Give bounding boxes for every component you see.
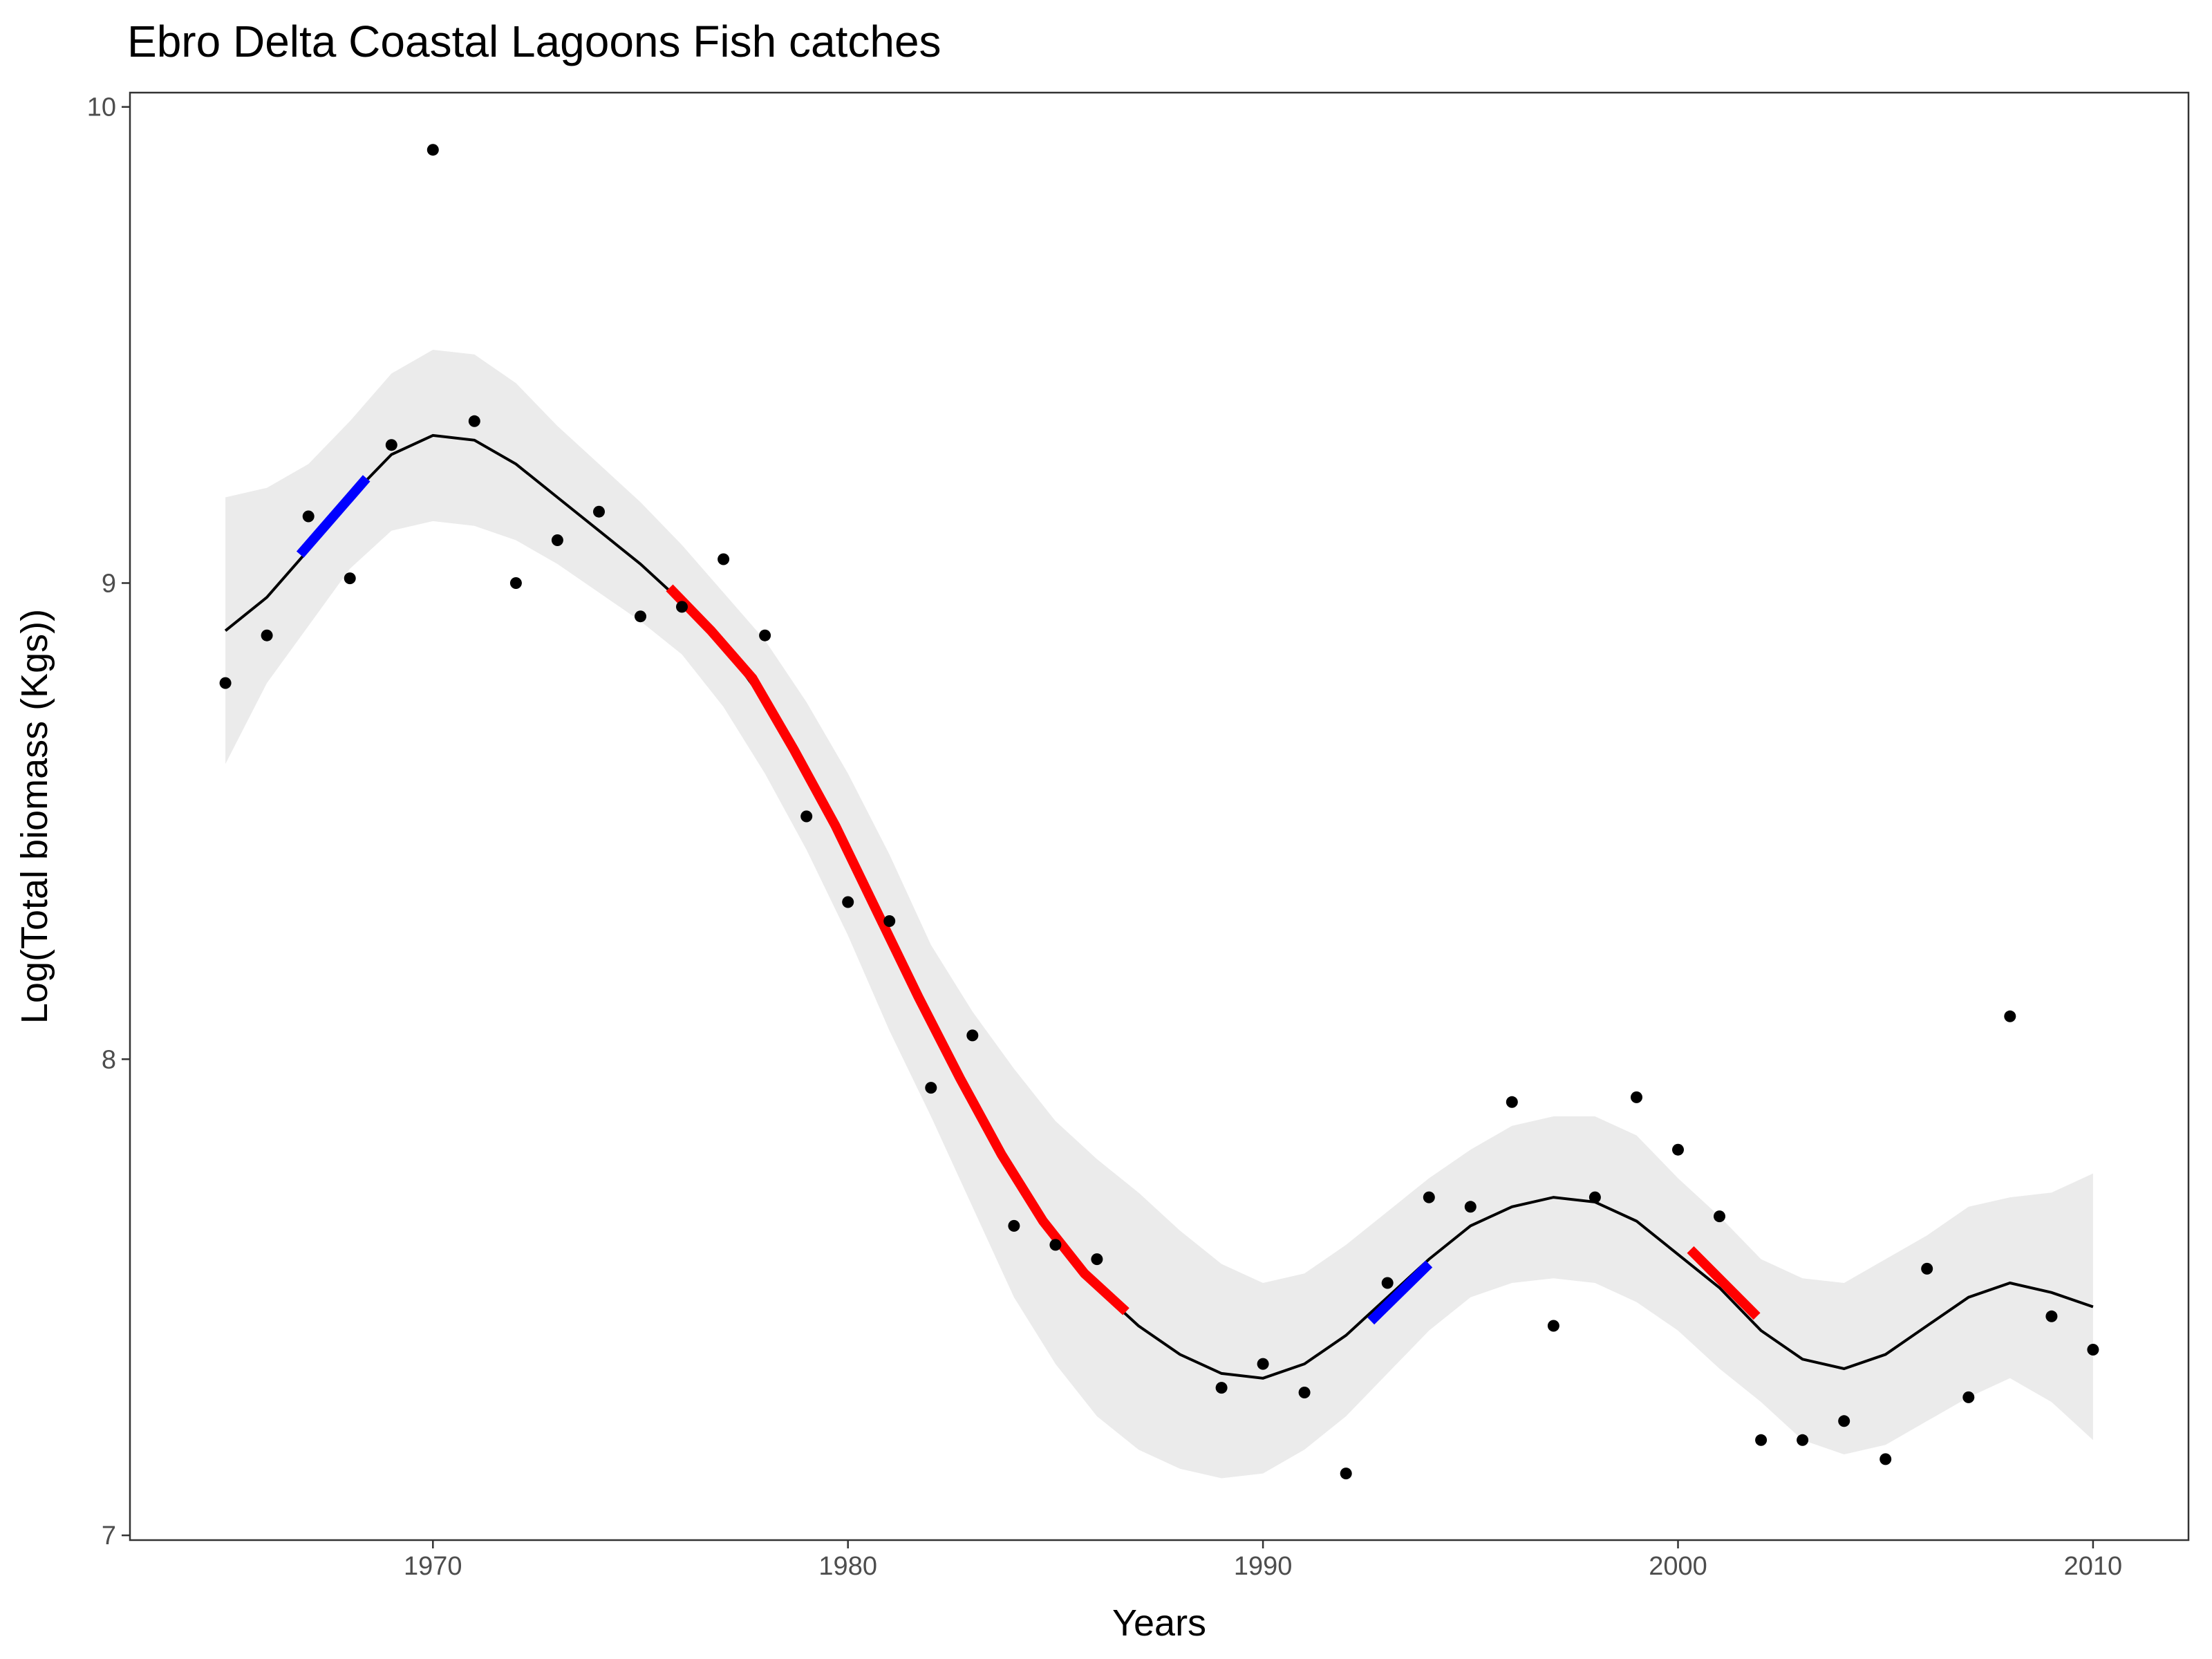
data-point bbox=[883, 915, 896, 927]
x-tick-label: 1970 bbox=[404, 1552, 462, 1581]
data-point bbox=[1588, 1191, 1601, 1203]
data-point bbox=[1921, 1262, 1933, 1275]
data-point bbox=[1298, 1387, 1311, 1398]
data-point bbox=[2045, 1310, 2058, 1322]
data-point bbox=[842, 896, 854, 908]
data-point bbox=[468, 415, 480, 427]
increase-segment bbox=[296, 475, 371, 558]
data-points bbox=[219, 144, 2099, 1480]
plot-panel bbox=[129, 91, 2190, 1541]
data-point bbox=[1547, 1320, 1559, 1332]
data-point bbox=[261, 629, 273, 641]
data-point bbox=[1091, 1253, 1103, 1266]
data-point bbox=[427, 144, 439, 156]
data-point bbox=[1962, 1391, 1975, 1403]
data-point bbox=[1049, 1239, 1062, 1251]
x-axis-title: Years bbox=[1112, 1602, 1206, 1644]
data-point bbox=[1714, 1210, 1725, 1223]
y-axis-title: Log(Total biomass (Kgs)) bbox=[14, 609, 55, 1024]
data-point bbox=[509, 577, 522, 589]
data-point bbox=[344, 572, 356, 585]
data-point bbox=[1464, 1201, 1477, 1213]
data-point bbox=[1506, 1096, 1518, 1108]
data-point bbox=[302, 510, 315, 523]
data-point bbox=[1008, 1219, 1020, 1232]
x-tick-label: 2010 bbox=[2064, 1552, 2123, 1581]
data-point bbox=[635, 610, 646, 623]
data-point bbox=[1631, 1091, 1642, 1103]
data-point bbox=[2004, 1010, 2016, 1022]
data-point bbox=[2087, 1344, 2099, 1356]
increase-segment bbox=[1367, 1260, 1433, 1325]
y-tick-label: 9 bbox=[102, 569, 116, 598]
data-point bbox=[385, 439, 397, 451]
chart-title: Ebro Delta Coastal Lagoons Fish catches bbox=[127, 17, 941, 66]
y-axis: 7 8 9 10 bbox=[87, 93, 130, 1550]
y-tick-label: 7 bbox=[102, 1521, 116, 1550]
data-point bbox=[1215, 1382, 1228, 1394]
data-point bbox=[925, 1082, 937, 1094]
data-point bbox=[1423, 1191, 1435, 1203]
data-point bbox=[676, 601, 688, 613]
data-point bbox=[593, 505, 605, 518]
data-point bbox=[718, 553, 730, 565]
data-point bbox=[800, 810, 813, 823]
data-point bbox=[966, 1029, 979, 1042]
data-point bbox=[1381, 1277, 1394, 1289]
panel-border bbox=[129, 91, 2190, 1541]
x-axis: 1970 1980 1990 2000 2010 bbox=[404, 1540, 2122, 1581]
data-point bbox=[1755, 1434, 1768, 1446]
data-point bbox=[1797, 1434, 1809, 1446]
data-point bbox=[759, 629, 771, 641]
x-tick-label: 2000 bbox=[1649, 1552, 1707, 1581]
x-tick-label: 1990 bbox=[1234, 1552, 1293, 1581]
data-point bbox=[1672, 1143, 1684, 1156]
decrease-segment bbox=[1687, 1246, 1761, 1320]
trend-segments bbox=[296, 475, 1761, 1325]
confidence-band bbox=[225, 350, 2093, 1479]
y-tick-label: 8 bbox=[102, 1045, 116, 1074]
decrease-segment bbox=[666, 584, 1130, 1315]
smooth-line bbox=[224, 433, 2094, 1380]
data-point bbox=[1340, 1468, 1352, 1480]
data-point bbox=[551, 534, 563, 546]
y-tick-label: 10 bbox=[87, 93, 116, 122]
data-point bbox=[219, 677, 232, 689]
data-point bbox=[1880, 1453, 1892, 1465]
data-point bbox=[1257, 1358, 1269, 1370]
data-point bbox=[1838, 1415, 1850, 1427]
x-tick-label: 1980 bbox=[818, 1552, 877, 1581]
